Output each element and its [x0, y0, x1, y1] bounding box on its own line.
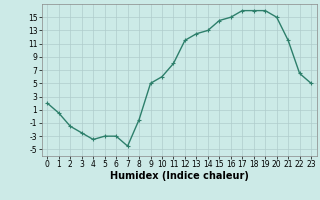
X-axis label: Humidex (Indice chaleur): Humidex (Indice chaleur): [110, 171, 249, 181]
